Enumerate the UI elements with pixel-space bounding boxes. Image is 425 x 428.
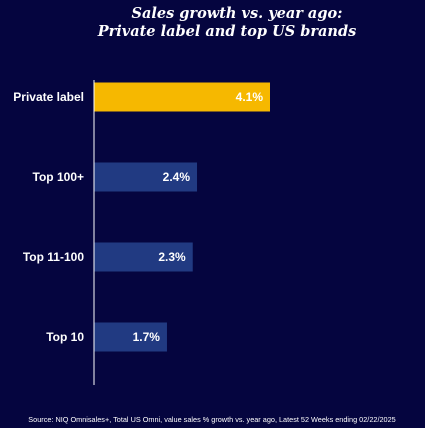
- bars-group: Private label 4.1% Top 100+ 2.4% Top 11-100 2…: [13, 82, 270, 352]
- source-note: Source: NIQ Omnisales+, Total US Omni, v…: [28, 415, 395, 424]
- bar-private-label: [94, 82, 270, 112]
- chart-title-line-1: Sales growth vs. year ago:: [131, 5, 342, 22]
- category-label: Top 100+: [33, 170, 84, 184]
- bar-top-100-: [94, 162, 198, 192]
- value-label: 4.1%: [236, 90, 264, 104]
- bar-top-11-100: [94, 242, 193, 272]
- value-label: 1.7%: [133, 330, 161, 344]
- bar-top-10: [94, 322, 167, 352]
- value-label: 2.4%: [163, 170, 191, 184]
- category-label: Private label: [13, 90, 84, 104]
- chart-title-line-2: Private label and top US brands: [97, 23, 357, 40]
- category-label: Top 11-100: [23, 250, 84, 264]
- category-label: Top 10: [46, 330, 84, 344]
- value-label: 2.3%: [158, 250, 186, 264]
